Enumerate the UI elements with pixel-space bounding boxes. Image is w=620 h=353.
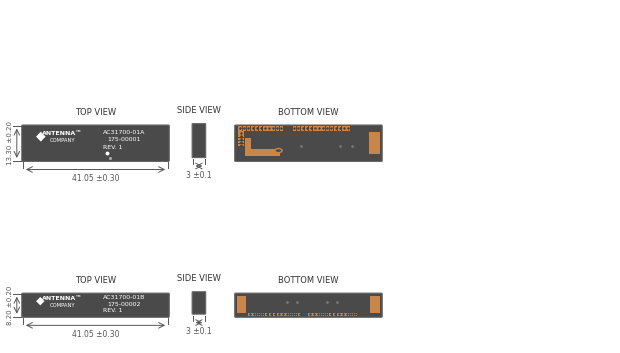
FancyBboxPatch shape xyxy=(192,292,206,314)
Bar xyxy=(239,126,242,131)
Bar xyxy=(259,126,262,131)
Bar xyxy=(251,126,254,131)
Bar xyxy=(267,126,271,131)
Bar xyxy=(244,138,250,156)
Bar xyxy=(353,313,357,316)
Bar xyxy=(265,313,268,316)
Text: ANTENNA™: ANTENNA™ xyxy=(42,131,82,136)
Bar xyxy=(237,296,246,313)
Bar xyxy=(238,134,244,137)
Text: AC31700-01B: AC31700-01B xyxy=(104,295,146,300)
Bar xyxy=(238,138,244,140)
Bar xyxy=(296,126,300,131)
Text: SIDE VIEW: SIDE VIEW xyxy=(177,274,221,283)
Text: REV. 1: REV. 1 xyxy=(103,309,123,313)
Bar xyxy=(329,313,332,316)
Bar xyxy=(298,313,301,316)
Bar xyxy=(248,313,252,316)
Bar xyxy=(280,126,283,131)
Bar xyxy=(242,126,246,131)
FancyBboxPatch shape xyxy=(22,293,169,317)
Bar xyxy=(269,313,272,316)
Bar xyxy=(371,296,380,313)
Text: 3 ±0.1: 3 ±0.1 xyxy=(186,170,211,180)
Bar xyxy=(338,126,342,131)
Bar xyxy=(244,149,280,156)
Bar xyxy=(342,126,345,131)
Bar xyxy=(308,313,312,316)
Text: ◆: ◆ xyxy=(36,295,45,305)
Bar xyxy=(333,313,337,316)
Text: 13.30 ±0.20: 13.30 ±0.20 xyxy=(7,121,13,165)
Bar xyxy=(312,313,316,316)
Text: AC31700-01A: AC31700-01A xyxy=(104,130,146,134)
Bar xyxy=(281,313,285,316)
Bar xyxy=(255,126,259,131)
Bar xyxy=(238,144,244,146)
Text: 175-00002: 175-00002 xyxy=(108,301,141,306)
Bar xyxy=(277,313,281,316)
Bar xyxy=(370,132,379,154)
Text: REV. 1: REV. 1 xyxy=(103,145,123,150)
Bar xyxy=(347,126,350,131)
Bar xyxy=(272,126,275,131)
Bar xyxy=(317,126,321,131)
Text: COMPANY: COMPANY xyxy=(50,138,75,143)
Circle shape xyxy=(275,149,282,152)
Bar xyxy=(294,313,297,316)
Text: SIDE VIEW: SIDE VIEW xyxy=(177,106,221,115)
Bar xyxy=(247,126,250,131)
Text: BOTTOM VIEW: BOTTOM VIEW xyxy=(278,108,339,117)
FancyBboxPatch shape xyxy=(22,125,169,161)
FancyBboxPatch shape xyxy=(235,293,382,317)
Bar xyxy=(301,126,304,131)
Text: TOP VIEW: TOP VIEW xyxy=(75,108,116,117)
Bar xyxy=(330,126,333,131)
Bar xyxy=(350,313,353,316)
Bar xyxy=(309,126,312,131)
Bar xyxy=(273,313,277,316)
Text: ANTENNA™: ANTENNA™ xyxy=(42,296,82,301)
Bar xyxy=(238,141,244,143)
Bar xyxy=(313,126,317,131)
Bar xyxy=(325,313,328,316)
Text: ◆: ◆ xyxy=(35,129,45,142)
Bar xyxy=(334,126,337,131)
Bar xyxy=(316,313,320,316)
Bar xyxy=(264,126,267,131)
Bar xyxy=(345,313,349,316)
Bar xyxy=(326,126,329,131)
Bar xyxy=(276,126,279,131)
Text: COMPANY: COMPANY xyxy=(50,303,75,308)
Bar xyxy=(290,313,293,316)
Text: 175-00001: 175-00001 xyxy=(108,137,141,142)
Text: 8.20 ±0.20: 8.20 ±0.20 xyxy=(7,286,13,325)
Text: BOTTOM VIEW: BOTTOM VIEW xyxy=(278,276,339,285)
Bar xyxy=(337,313,340,316)
Bar xyxy=(238,131,244,134)
Bar xyxy=(322,126,325,131)
Bar xyxy=(341,313,345,316)
Text: 41.05 ±0.30: 41.05 ±0.30 xyxy=(72,330,119,339)
FancyBboxPatch shape xyxy=(235,125,382,161)
Bar xyxy=(257,313,260,316)
Bar xyxy=(293,126,296,131)
Bar xyxy=(285,313,289,316)
Text: TOP VIEW: TOP VIEW xyxy=(75,276,116,285)
Bar xyxy=(260,313,264,316)
Bar xyxy=(252,313,256,316)
Text: 41.05 ±0.30: 41.05 ±0.30 xyxy=(72,174,119,183)
FancyBboxPatch shape xyxy=(192,124,206,157)
Bar xyxy=(321,313,324,316)
Text: 3 ±0.1: 3 ±0.1 xyxy=(186,327,211,336)
Bar xyxy=(305,126,308,131)
